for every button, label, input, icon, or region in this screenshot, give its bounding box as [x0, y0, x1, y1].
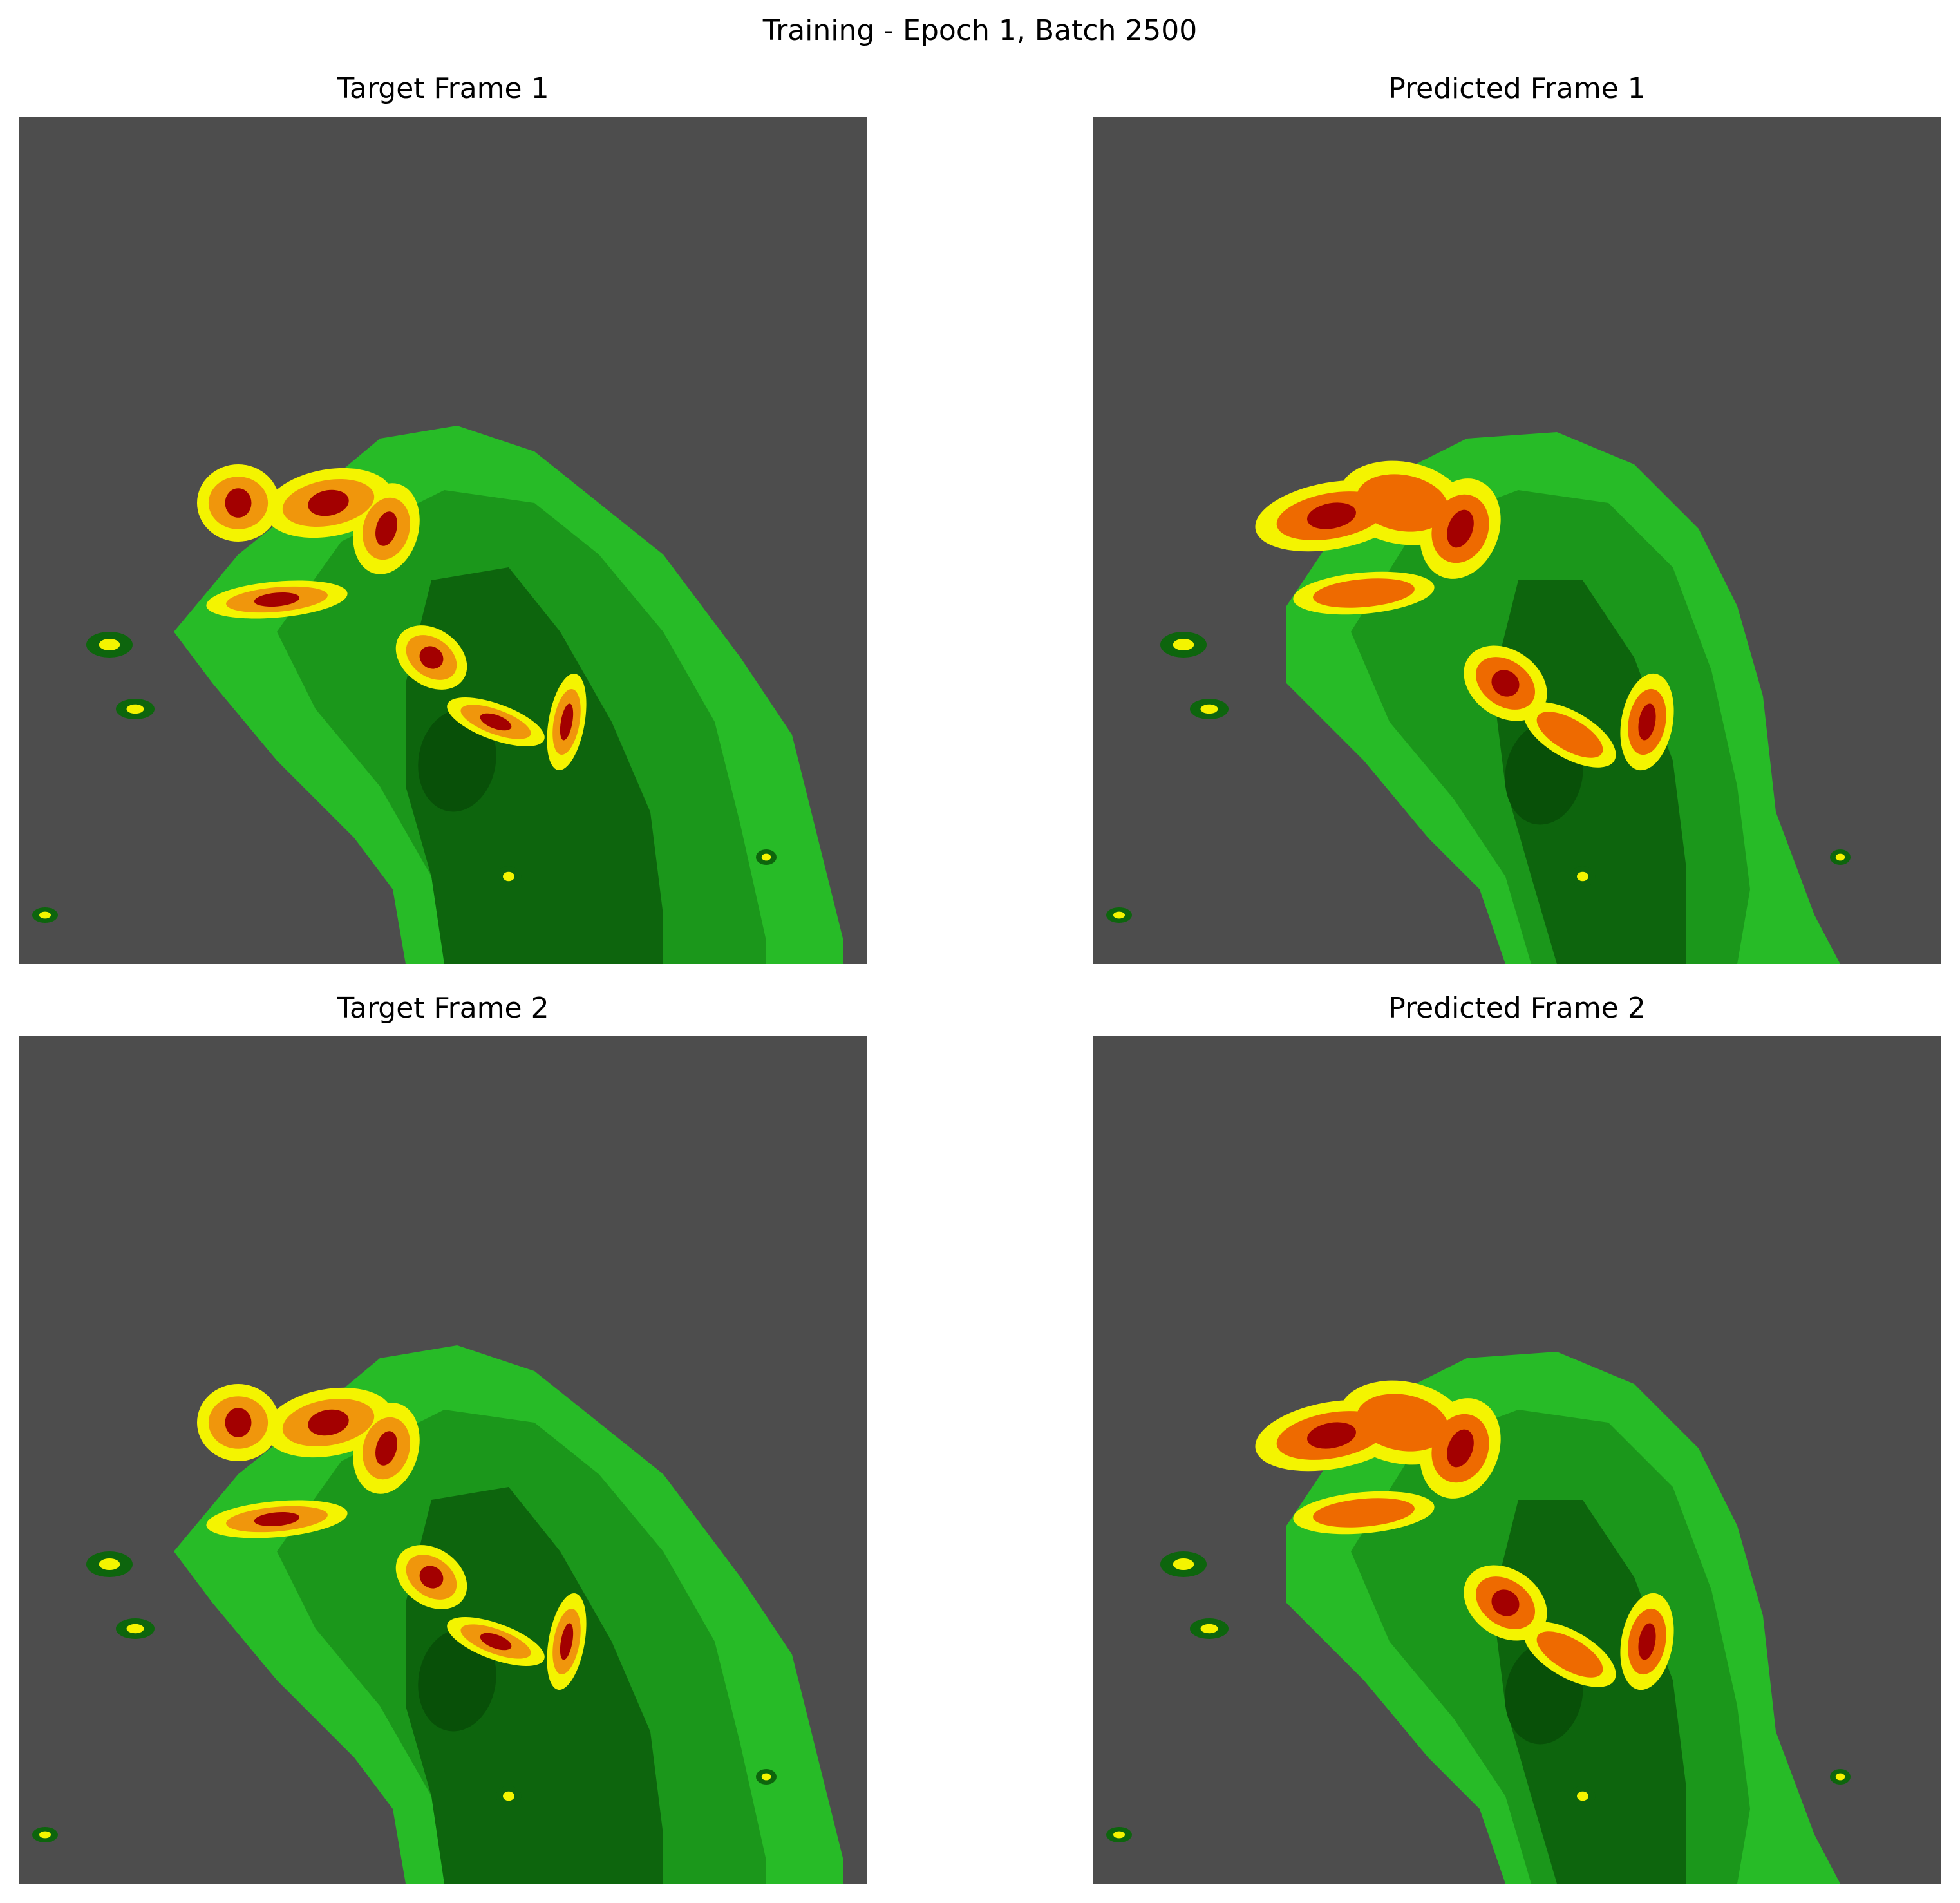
isolated-cell-core — [126, 1624, 144, 1634]
isolated-cell-core — [761, 853, 771, 861]
storm-red-core — [419, 646, 444, 669]
storm-orange-cell — [1313, 578, 1415, 608]
predicted-frame-2-image — [1093, 1036, 1941, 1884]
storm-red-core — [1491, 1589, 1520, 1616]
panel-title-target-1: Target Frame 1 — [337, 72, 549, 105]
isolated-cell-core — [1173, 1558, 1194, 1570]
isolated-cell-core — [503, 871, 514, 882]
storm-orange-cell — [1536, 1631, 1603, 1678]
storm-red-core — [1307, 502, 1356, 529]
target-frame-2-image — [19, 1036, 867, 1884]
isolated-cell-core — [1577, 1791, 1588, 1801]
isolated-cell-core — [39, 911, 51, 919]
storm-orange-cell — [1356, 1394, 1449, 1452]
storm-orange-cell — [1356, 474, 1449, 532]
isolated-cell-core — [503, 1791, 514, 1801]
storm-red-core — [1447, 509, 1474, 548]
isolated-cell-core — [1113, 1831, 1125, 1839]
rain-darkest-area — [418, 1629, 496, 1732]
predicted-frame-1-image — [1093, 117, 1941, 964]
isolated-cell-core — [1200, 704, 1218, 714]
panel-title-target-2: Target Frame 2 — [337, 992, 549, 1025]
storm-red-core — [480, 713, 512, 731]
storm-red-core — [560, 703, 574, 741]
storm-red-core — [254, 1511, 300, 1527]
storm-red-core — [1447, 1429, 1474, 1468]
storm-red-core — [419, 1566, 444, 1589]
storm-red-core — [375, 511, 397, 546]
panel-title-pred-2: Predicted Frame 2 — [1388, 992, 1646, 1025]
isolated-cell-core — [1200, 1624, 1218, 1634]
rain-dark-area — [406, 567, 663, 964]
storm-red-core — [1638, 1623, 1656, 1660]
isolated-cell-core — [1835, 853, 1845, 861]
storm-red-core — [480, 1633, 512, 1651]
storm-red-core — [1307, 1422, 1356, 1449]
storm-red-core — [1491, 670, 1520, 697]
storm-orange-cell — [1313, 1498, 1415, 1528]
isolated-cell-core — [99, 1558, 120, 1570]
target-frame-1-image — [19, 117, 867, 964]
isolated-cell-core — [761, 1773, 771, 1781]
isolated-cell-core — [126, 704, 144, 714]
storm-orange-cell — [1536, 712, 1603, 758]
storm-red-core — [560, 1623, 574, 1660]
isolated-cell-core — [1113, 911, 1125, 919]
isolated-cell-core — [1173, 639, 1194, 650]
storm-red-core — [375, 1431, 397, 1466]
isolated-cell-core — [39, 1831, 51, 1839]
storm-red-core — [1638, 703, 1656, 741]
storm-red-core — [308, 489, 349, 516]
storm-red-core — [308, 1409, 349, 1436]
figure-suptitle: Training - Epoch 1, Batch 2500 — [762, 14, 1198, 47]
storm-red-core — [254, 592, 300, 607]
isolated-cell-core — [1835, 1773, 1845, 1781]
panel-title-pred-1: Predicted Frame 1 — [1388, 72, 1646, 105]
storm-red-core — [225, 1408, 252, 1437]
rain-dark-area — [406, 1487, 663, 1884]
rain-darkest-area — [418, 709, 496, 812]
storm-red-core — [225, 488, 252, 518]
isolated-cell-core — [99, 639, 120, 650]
isolated-cell-core — [1577, 871, 1588, 882]
